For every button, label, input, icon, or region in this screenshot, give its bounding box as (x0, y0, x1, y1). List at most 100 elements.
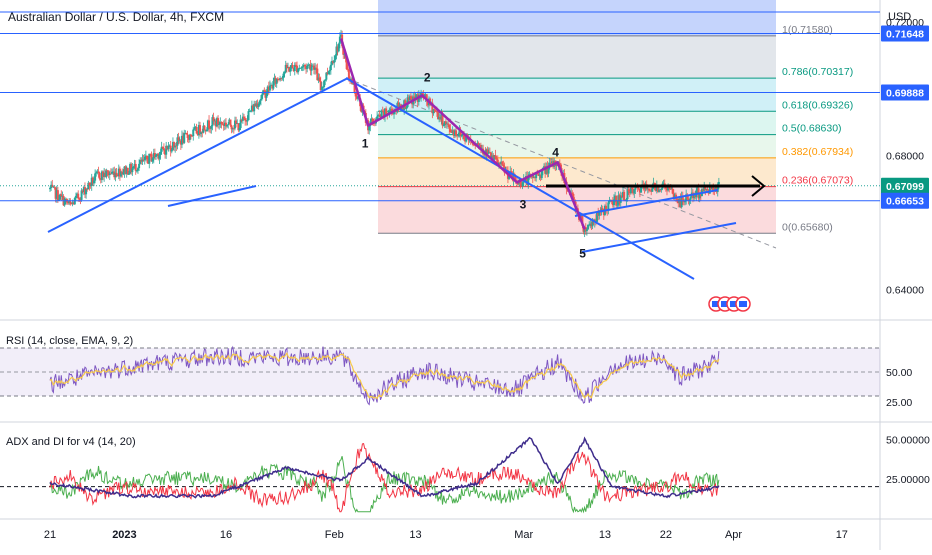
candle-body (634, 186, 637, 190)
candle-body (224, 122, 227, 127)
candle-body (187, 138, 190, 140)
wave-label-3: 3 (520, 197, 527, 211)
candle-body (397, 102, 400, 109)
candle-body (68, 201, 71, 204)
candle-body (342, 46, 345, 55)
adx-label: ADX and DI for v4 (14, 20) (6, 436, 136, 448)
candle-body (379, 114, 382, 118)
candle-body (50, 184, 53, 189)
candle-body (178, 140, 181, 142)
candle-body (672, 193, 675, 199)
candle-body (302, 65, 305, 67)
candle-body (631, 187, 634, 189)
candle-body (212, 117, 215, 122)
candle-body (654, 184, 657, 191)
fibonacci-retracement[interactable]: 1(0.71580) 0.786(0.70317) 0.618(0.69326) 0.… (345, 0, 853, 249)
candle-body (337, 43, 340, 52)
candle-body (643, 187, 646, 190)
candle-body (360, 106, 363, 113)
rsi-line (49, 345, 720, 406)
candle-body (452, 130, 455, 136)
candle-body (425, 94, 428, 102)
candle-body (711, 187, 714, 190)
candle-body (496, 159, 499, 165)
candle-body (112, 171, 115, 173)
candle-body (543, 166, 546, 168)
candle-body (717, 181, 720, 185)
candle-body (283, 72, 286, 74)
candle-body (597, 212, 600, 216)
candle-body (59, 194, 62, 200)
candle-body (587, 224, 590, 230)
candle-body (275, 78, 278, 84)
candle-body (58, 199, 61, 201)
candle-body (527, 175, 530, 186)
candle-body (177, 137, 180, 141)
candle-body (415, 94, 418, 98)
drawings[interactable]: 1 2 3 4 5 (0, 11, 880, 312)
candle-body (508, 175, 511, 179)
time-tick-label: 17 (836, 529, 848, 541)
candle-body (220, 122, 223, 124)
adx-line (49, 436, 720, 499)
candle-body (381, 110, 384, 112)
candle-body (536, 173, 539, 175)
candle-body (451, 130, 454, 133)
candle-body (95, 172, 98, 174)
candle-body (617, 195, 620, 205)
candle-body (279, 78, 282, 80)
candle-body (121, 171, 124, 175)
candle-body (155, 154, 158, 157)
candle-body (230, 125, 233, 130)
candle-body (457, 135, 460, 137)
candle-body (236, 123, 239, 125)
candle-body (434, 110, 437, 112)
candle-body (63, 199, 66, 206)
candle-body (580, 215, 583, 218)
candle-body (442, 125, 445, 126)
candle-body (85, 188, 88, 195)
candle-body (252, 105, 255, 112)
candle-body (677, 200, 680, 204)
candle-body (204, 129, 207, 132)
flag-icon (721, 301, 729, 307)
candle-body (126, 167, 129, 175)
candle-body (69, 201, 72, 204)
candle-body (107, 171, 110, 176)
candle-body (409, 96, 412, 99)
candle-body (584, 226, 587, 232)
candle-body (588, 224, 591, 226)
candle-body (282, 73, 285, 78)
candle-body (74, 195, 77, 198)
candle-body (195, 127, 198, 134)
candle-body (127, 173, 130, 175)
candle-body (681, 196, 684, 201)
candle-body (546, 166, 549, 174)
candle-body (193, 128, 196, 130)
candle-body (626, 189, 629, 200)
candle-body (205, 129, 208, 132)
candle-body (380, 110, 383, 118)
candle-body (81, 190, 84, 192)
candle-body (76, 193, 79, 196)
candle-body (72, 202, 75, 205)
candle-body (385, 108, 388, 114)
candle-body (51, 184, 54, 188)
candle-body (167, 145, 170, 150)
candle-body (670, 188, 673, 190)
candle-body (180, 135, 183, 145)
candle-body (473, 144, 476, 146)
candle-body (264, 90, 267, 98)
candle-body (97, 171, 100, 173)
candle-body (135, 170, 138, 172)
candle-body (141, 159, 144, 162)
candle-body (227, 124, 230, 125)
candle-body (426, 101, 429, 106)
candle-body (60, 194, 63, 197)
candle-body (352, 83, 355, 85)
candle-body (616, 204, 619, 206)
candle-body (653, 182, 656, 185)
candle-body (526, 176, 529, 186)
candle-body (115, 172, 118, 176)
